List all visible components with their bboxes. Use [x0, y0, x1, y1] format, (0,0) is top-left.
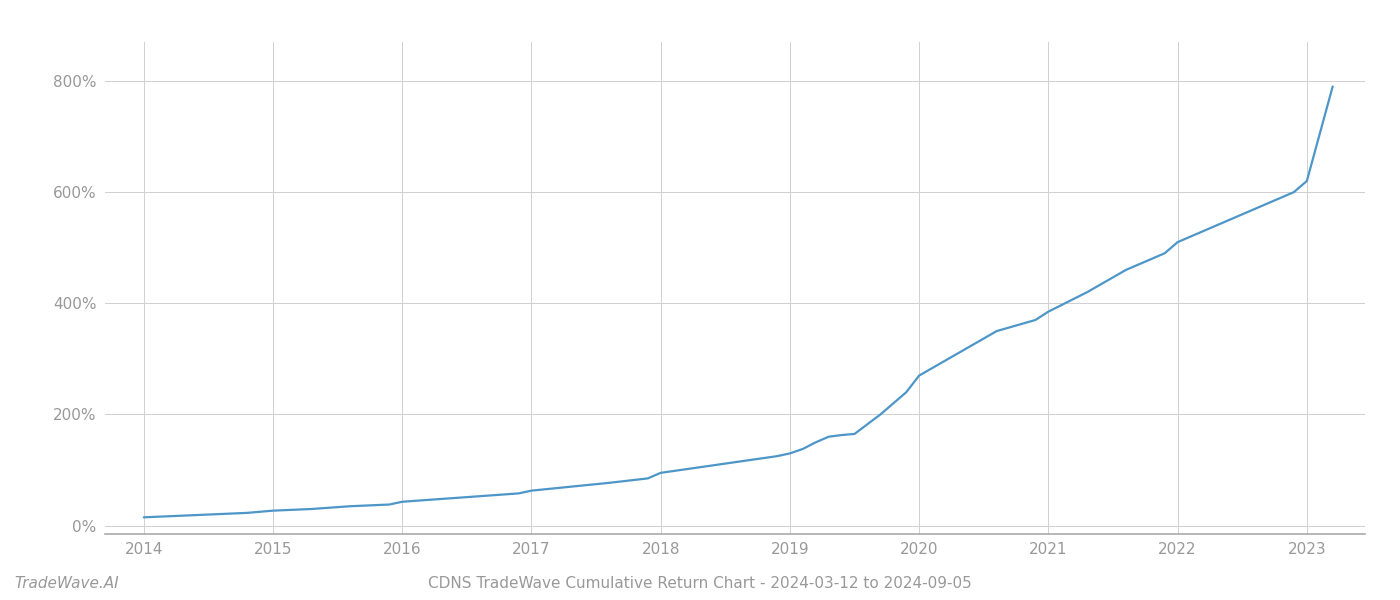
Text: CDNS TradeWave Cumulative Return Chart - 2024-03-12 to 2024-09-05: CDNS TradeWave Cumulative Return Chart -… — [428, 576, 972, 591]
Text: TradeWave.AI: TradeWave.AI — [14, 576, 119, 591]
